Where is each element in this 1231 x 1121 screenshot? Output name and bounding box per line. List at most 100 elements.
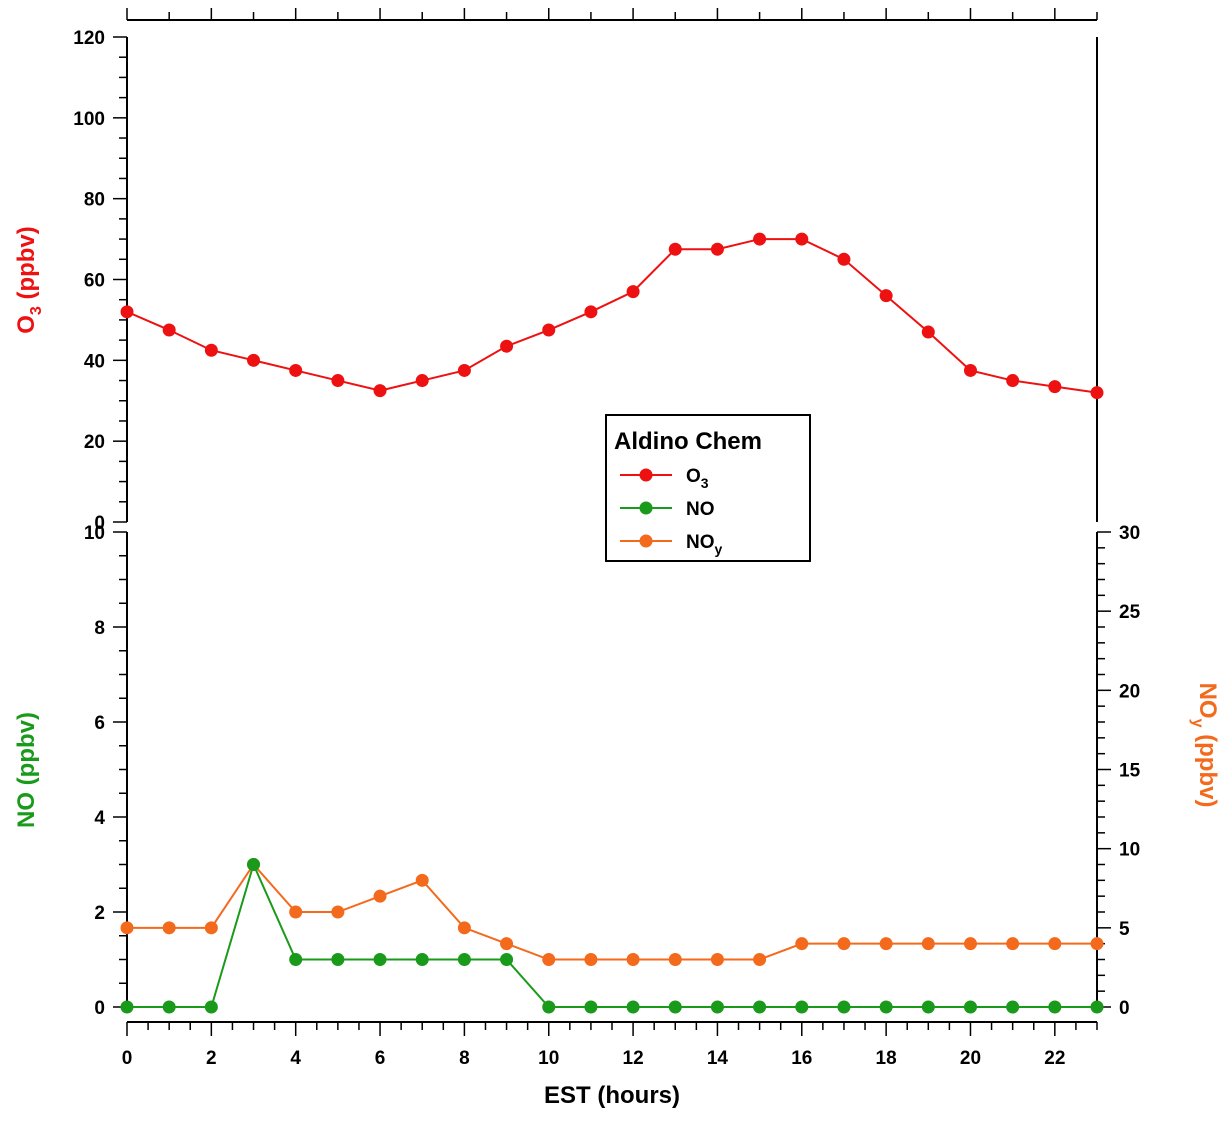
noy-point [584, 953, 598, 966]
no-point [331, 953, 345, 966]
o3-point [204, 343, 218, 357]
o3-point [289, 363, 303, 377]
o3-line [126, 238, 1098, 394]
noy-point [162, 921, 176, 935]
noy-point [753, 953, 767, 966]
legend-label: NO [686, 499, 715, 520]
noy-point [626, 953, 640, 966]
noy-point [668, 953, 682, 966]
no-line [127, 861, 1097, 1008]
x-tick-label: 22 [1044, 1048, 1065, 1069]
noy-tick-label: 0 [1119, 998, 1130, 1019]
series-points [120, 232, 1104, 1014]
o3-tick-label: 80 [84, 190, 105, 211]
no-point [1090, 1000, 1104, 1014]
noy-point [963, 937, 977, 951]
o3-point [710, 242, 724, 256]
no-point [795, 1000, 809, 1014]
noy-tick-label: 15 [1119, 761, 1141, 782]
o3-point [584, 305, 598, 319]
no-point [879, 1000, 893, 1014]
legend-label: O3 [686, 466, 709, 491]
legend-label: NOy [686, 532, 723, 557]
noy-point [331, 905, 345, 919]
no-tick-label: 10 [84, 523, 105, 544]
noy-point [1048, 937, 1062, 951]
o3-point [879, 289, 893, 303]
noy-point [120, 921, 134, 935]
noy-point [457, 921, 471, 935]
no-point [500, 953, 514, 966]
x-tick-label: 14 [707, 1048, 729, 1069]
no-tick-label: 2 [94, 903, 105, 924]
no-point [289, 953, 303, 966]
o3-point [921, 325, 935, 339]
noy-point [415, 873, 429, 887]
no-point [837, 1000, 851, 1014]
no-point [247, 858, 261, 871]
no-point [710, 1000, 724, 1014]
o3-point [626, 285, 640, 299]
no-point [162, 1000, 176, 1014]
noy-point [795, 937, 809, 951]
x-axis-title: EST (hours) [544, 1082, 680, 1109]
no-point [1048, 1000, 1062, 1014]
o3-tick-label: 120 [73, 28, 105, 49]
noy-axis-title: NOy (ppbv) [1189, 683, 1221, 808]
o3-point [542, 323, 556, 337]
noy-tick-label: 20 [1119, 681, 1140, 702]
no-point [753, 1000, 767, 1014]
noy-point [204, 921, 218, 935]
no-tick-label: 0 [94, 998, 105, 1019]
o3-point [668, 242, 682, 256]
noy-point [921, 937, 935, 951]
no-point [963, 1000, 977, 1014]
no-tick-label: 8 [94, 618, 105, 639]
noy-tick-label: 10 [1119, 840, 1140, 861]
o3-tick-label: 40 [84, 351, 105, 372]
noy-point [289, 905, 303, 919]
o3-point [500, 339, 514, 353]
no-point [120, 1000, 134, 1014]
axis-titles: O3 (ppbv) NO (ppbv) NOy (ppbv) EST (hours) [13, 226, 1221, 1109]
o3-point [247, 353, 261, 367]
o3-axis-title: O3 (ppbv) [13, 226, 45, 334]
no-point [415, 953, 429, 966]
series-lines [126, 238, 1098, 1008]
o3-point [120, 305, 134, 319]
noy-point [710, 953, 724, 966]
no-point [542, 1000, 556, 1014]
noy-point [542, 953, 556, 966]
legend-swatch-marker [639, 534, 653, 548]
no-point [584, 1000, 598, 1014]
o3-point [1006, 374, 1020, 388]
noy-point [1090, 937, 1104, 951]
x-tick-label: 20 [960, 1048, 981, 1069]
o3-point [753, 232, 767, 246]
o3-point [331, 374, 345, 388]
noy-point [837, 937, 851, 951]
o3-tick-label: 20 [84, 432, 105, 453]
noy-tick-label: 5 [1119, 919, 1130, 940]
no-point [626, 1000, 640, 1014]
x-tick-label: 8 [459, 1048, 470, 1069]
x-tick-label: 6 [375, 1048, 386, 1069]
o3-point [1090, 386, 1104, 400]
no-point [921, 1000, 935, 1014]
x-tick-label: 0 [122, 1048, 133, 1069]
no-point [457, 953, 471, 966]
noy-point [373, 889, 387, 903]
legend-swatch-marker [639, 468, 653, 482]
o3-point [415, 374, 429, 388]
o3-point [457, 363, 471, 377]
o3-tick-label: 0 [94, 513, 105, 534]
o3-tick-label: 100 [73, 109, 105, 130]
x-tick-label: 2 [206, 1048, 217, 1069]
no-point [373, 953, 387, 966]
x-tick-label: 16 [791, 1048, 812, 1069]
noy-point [1006, 937, 1020, 951]
o3-point [837, 252, 851, 266]
no-point [204, 1000, 218, 1014]
o3-point [1048, 380, 1062, 394]
